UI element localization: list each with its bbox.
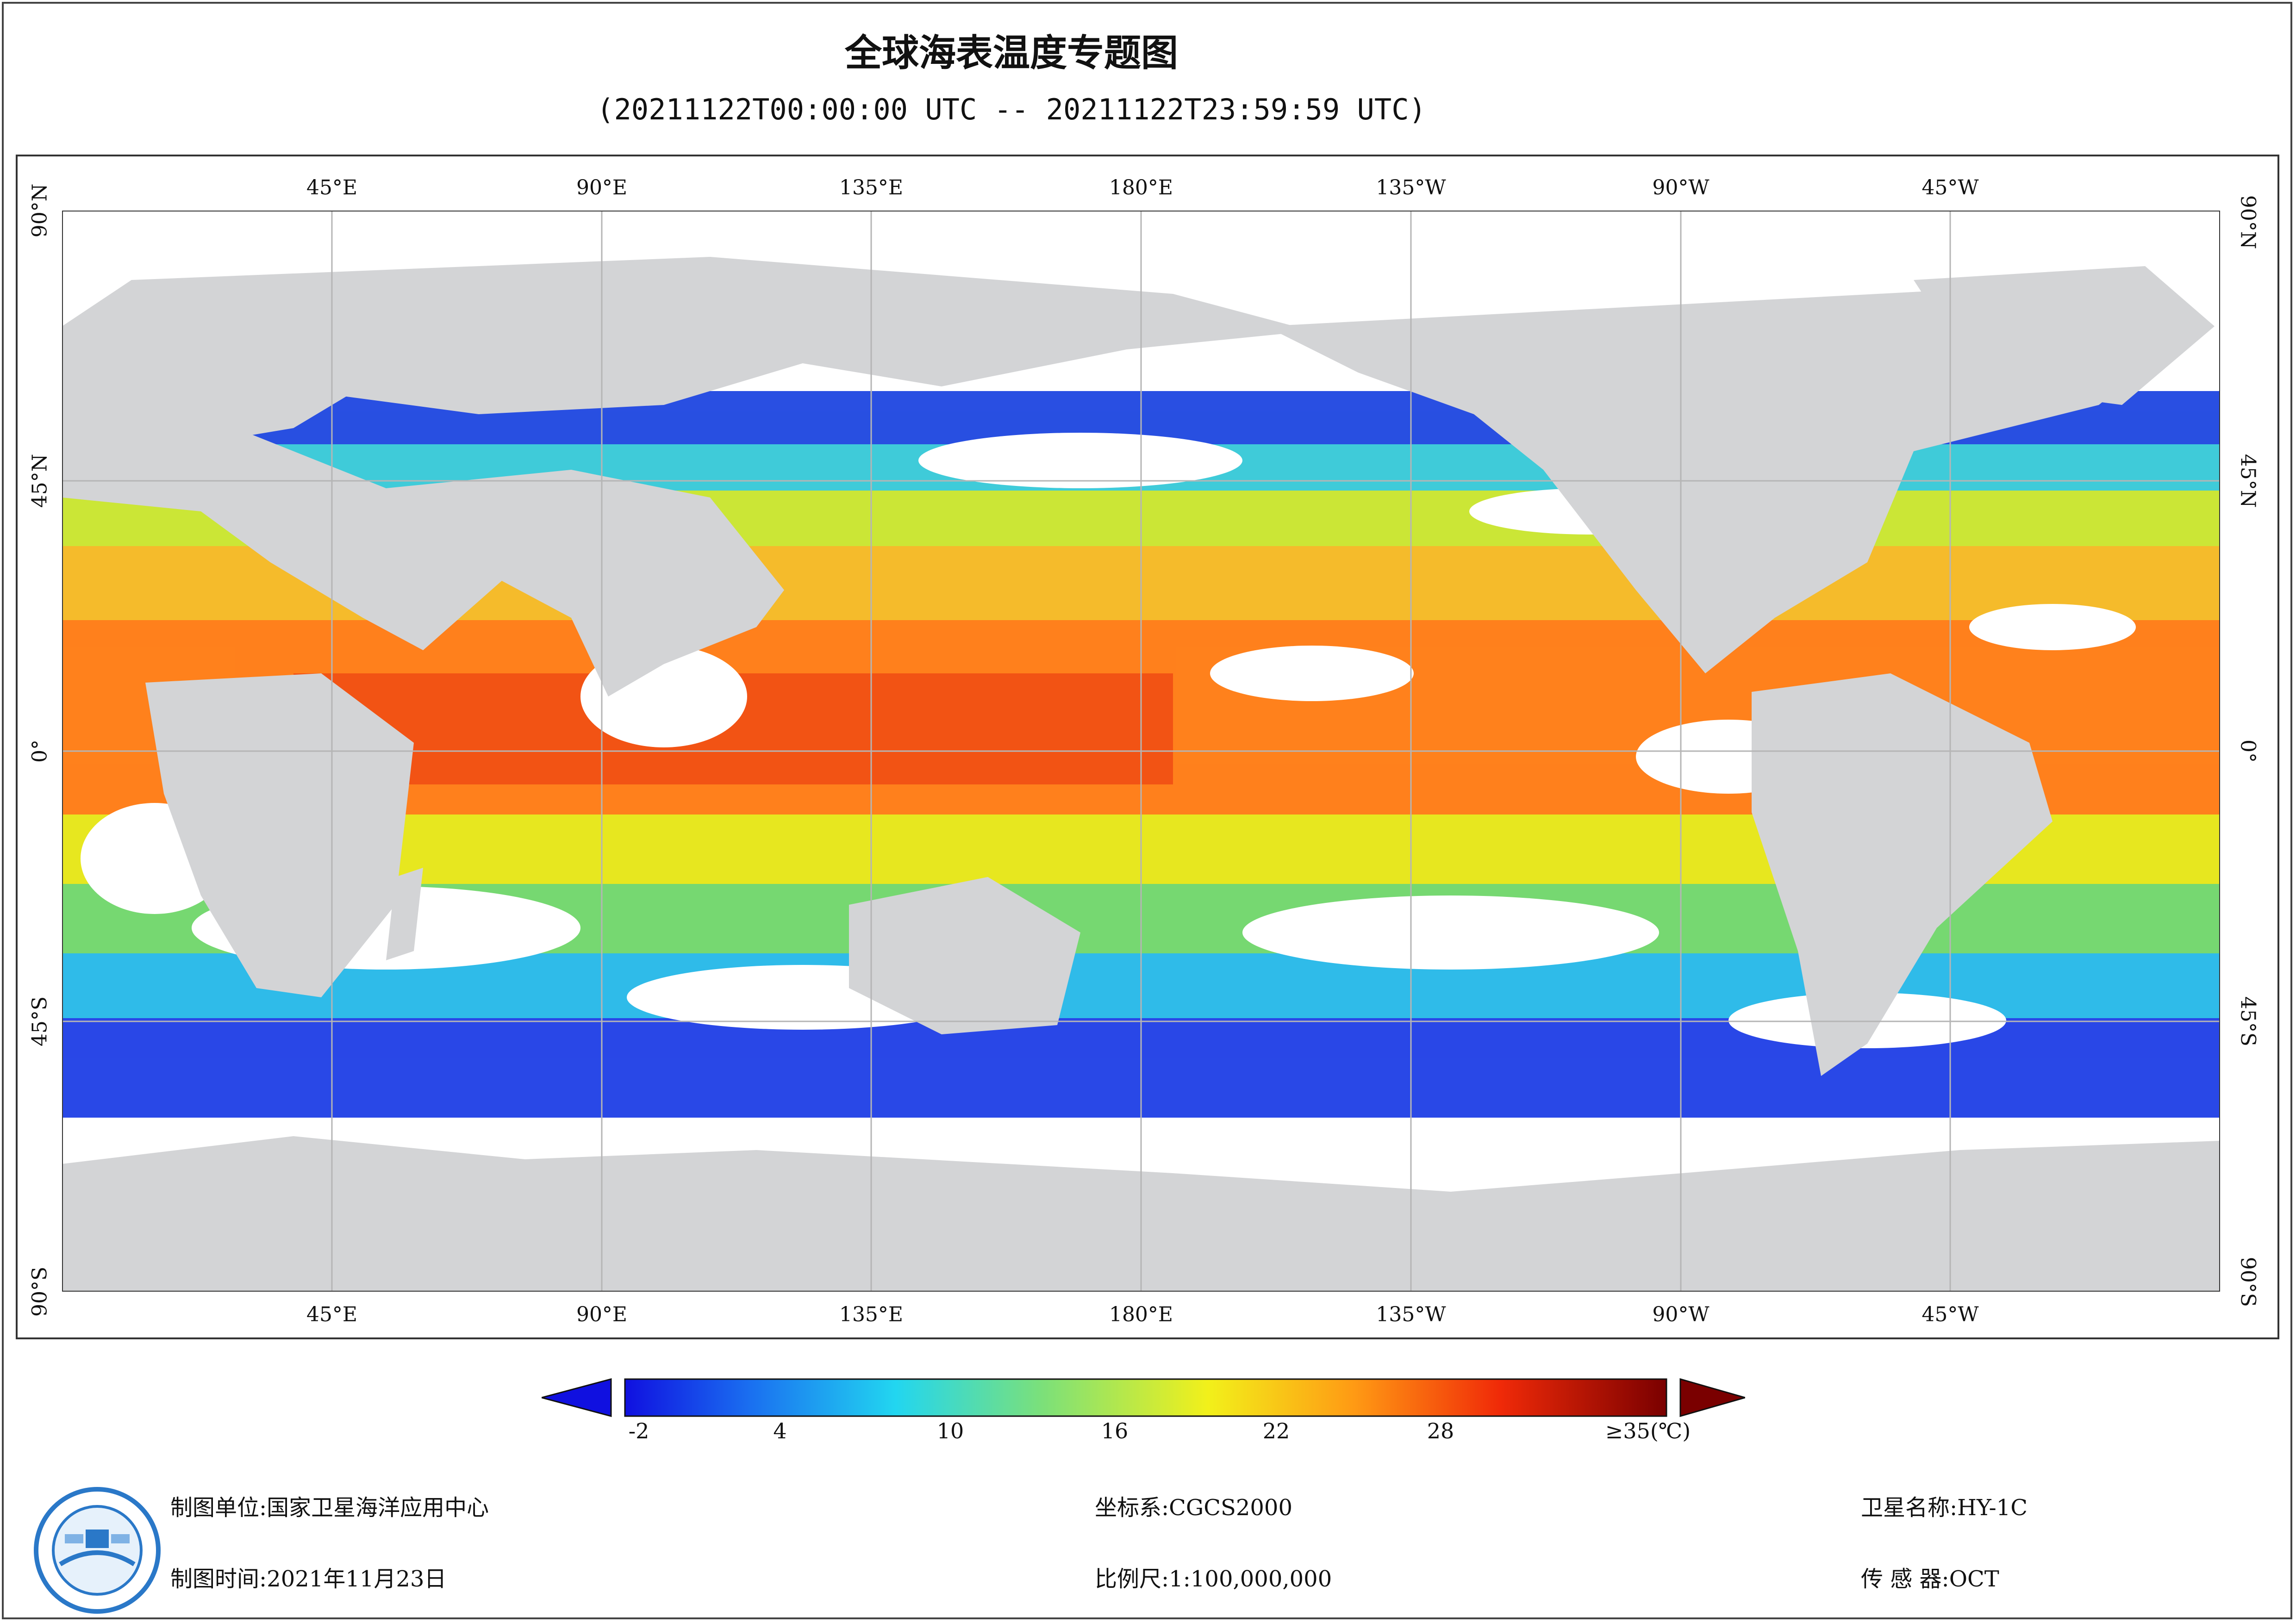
lon-tick-bottom: 135°E — [839, 1303, 904, 1326]
lat-tick-right: 90°N — [2236, 195, 2260, 249]
land-north-america — [1266, 285, 2191, 673]
map-scale: 比例尺:1:100,000,000 — [1095, 1566, 1332, 1592]
lat-tick-left: 0° — [28, 740, 52, 763]
map-title: 全球海表温度专题图 — [845, 31, 1178, 75]
lon-tick-top: 90°E — [576, 176, 628, 199]
lat-tick-left: 45°S — [28, 996, 52, 1047]
lon-tick-bottom: 135°W — [1376, 1303, 1446, 1326]
lon-tick-bottom: 45°W — [1922, 1303, 1979, 1326]
lon-tick-top: 180°E — [1109, 176, 1173, 199]
lat-tick-right: 90°S — [2236, 1256, 2260, 1307]
lat-tick-right: 45°N — [2236, 454, 2260, 508]
lon-tick-bottom: 90°W — [1652, 1303, 1710, 1326]
colorbar-label: 16 — [1101, 1418, 1129, 1443]
satellite-name: 卫星名称:HY-1C — [1861, 1495, 2028, 1521]
sst-warm-pool — [293, 673, 1173, 784]
lon-tick-top: 135°E — [839, 176, 904, 199]
map-frame — [16, 155, 2279, 1339]
land-asia — [62, 419, 784, 696]
sst-map — [62, 211, 2220, 1292]
colorbar-label: 10 — [936, 1418, 964, 1443]
mapping-unit: 制图单位:国家卫星海洋应用中心 — [170, 1495, 489, 1521]
land-south-america — [1752, 673, 2053, 1076]
lon-tick-top: 45°E — [306, 176, 358, 199]
colorbar-label: -2 — [628, 1418, 649, 1443]
land-australia — [849, 877, 1080, 1034]
lat-tick-left: 90°S — [28, 1266, 52, 1317]
lon-tick-top: 90°W — [1652, 176, 1710, 199]
mapping-date: 制图时间:2021年11月23日 — [170, 1566, 447, 1592]
nsoas-logo — [34, 1487, 161, 1614]
lat-tick-left: 90°N — [28, 183, 52, 238]
lat-tick-right: 45°S — [2236, 996, 2260, 1047]
land-greenland — [1914, 266, 2215, 405]
colorbar-under-arrow — [542, 1378, 612, 1417]
time-range-subtitle: (20211122T00:00:00 UTC -- 20211122T23:59… — [597, 93, 1426, 126]
lon-tick-bottom: 180°E — [1109, 1303, 1173, 1326]
colorbar-label: 4 — [773, 1418, 787, 1443]
lon-tick-top: 45°W — [1922, 176, 1979, 199]
land-madagascar — [386, 868, 423, 960]
colorbar — [542, 1378, 1745, 1417]
sensor-name: 传 感 器:OCT — [1861, 1566, 1999, 1592]
land-africa — [145, 673, 414, 997]
colorbar-over-arrow — [1679, 1378, 1745, 1417]
colorbar-ramp — [624, 1378, 1667, 1417]
lon-tick-top: 135°W — [1376, 176, 1446, 199]
land-europe — [62, 303, 386, 451]
lon-tick-bottom: 90°E — [576, 1303, 628, 1326]
lat-tick-left: 45°N — [28, 454, 52, 508]
lat-tick-right: 0° — [2236, 740, 2260, 763]
coordinate-system: 坐标系:CGCS2000 — [1095, 1495, 1293, 1521]
graticule — [62, 211, 2220, 1292]
lon-tick-bottom: 45°E — [306, 1303, 358, 1326]
colorbar-label: 22 — [1262, 1418, 1290, 1443]
colorbar-label: ≥35(℃) — [1605, 1418, 1691, 1443]
colorbar-label: 28 — [1427, 1418, 1454, 1443]
